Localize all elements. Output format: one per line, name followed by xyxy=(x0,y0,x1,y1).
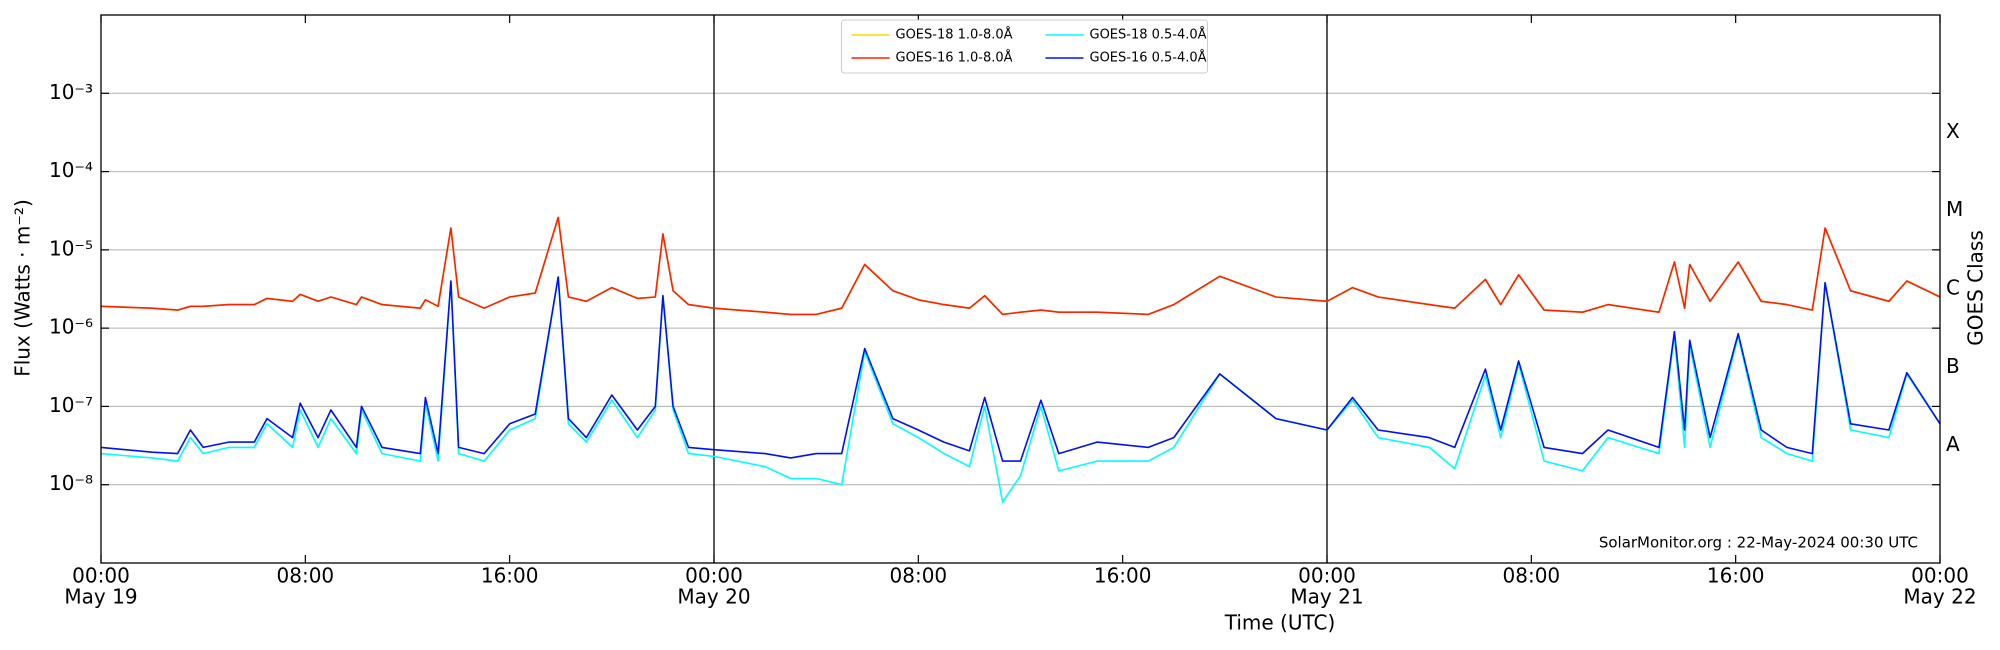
legend: GOES-18 1.0-8.0Å GOES-16 1.0-8.0Å GOES-18 … xyxy=(841,19,1208,74)
series-line xyxy=(100,216,1941,316)
x-date-label: May 22 xyxy=(1903,585,1976,609)
legend-label: GOES-16 0.5-4.0Å xyxy=(1090,50,1207,66)
plot-frame xyxy=(100,14,1941,564)
x-tick-label: 16:00 xyxy=(1094,564,1152,588)
legend-label: GOES-16 1.0-8.0Å xyxy=(896,50,1013,66)
y-tick-label: 10⁻⁵ xyxy=(49,236,93,260)
legend-label: GOES-18 1.0-8.0Å xyxy=(896,27,1013,43)
x-tick-label: 00:00 xyxy=(1911,564,1969,588)
y2-tick-label: A xyxy=(1946,432,1960,456)
x-tick-label: 00:00 xyxy=(685,564,743,588)
y-tick-label: 10⁻³ xyxy=(49,80,93,104)
x-date-label: May 20 xyxy=(677,585,750,609)
y-tick-label: 10⁻⁴ xyxy=(49,158,93,182)
annotation: SolarMonitor.org : 22-May-2024 00:30 UTC xyxy=(1599,534,1918,552)
y2-tick-label: C xyxy=(1946,276,1960,300)
legend-box xyxy=(841,19,1208,74)
x-tick-label: 16:00 xyxy=(481,564,539,588)
series-line xyxy=(100,276,1941,503)
legend-label: GOES-18 0.5-4.0Å xyxy=(1090,27,1207,43)
series-line xyxy=(100,276,1941,462)
x-date-label: May 19 xyxy=(64,585,137,609)
series-line xyxy=(100,216,1941,316)
y2-tick-label: X xyxy=(1946,119,1960,143)
x-tick-label: 08:00 xyxy=(277,564,335,588)
y2-axis-label: GOES Class xyxy=(1964,230,1988,346)
y2-tick-label: B xyxy=(1946,354,1960,378)
y-axis-label: Flux (Watts · m⁻²) xyxy=(11,199,35,377)
x-axis-label: Time (UTC) xyxy=(1224,611,1336,635)
x-tick-label: 08:00 xyxy=(1503,564,1561,588)
x-tick-label: 16:00 xyxy=(1707,564,1765,588)
x-tick-label: 00:00 xyxy=(1298,564,1356,588)
y-tick-label: 10⁻⁶ xyxy=(49,315,93,339)
y-tick-label: 10⁻⁷ xyxy=(49,393,93,417)
x-tick-label: 00:00 xyxy=(72,564,130,588)
y2-tick-label: M xyxy=(1946,197,1963,221)
x-date-label: May 21 xyxy=(1290,585,1363,609)
y-tick-label: 10⁻⁸ xyxy=(49,471,93,495)
x-tick-label: 08:00 xyxy=(890,564,948,588)
